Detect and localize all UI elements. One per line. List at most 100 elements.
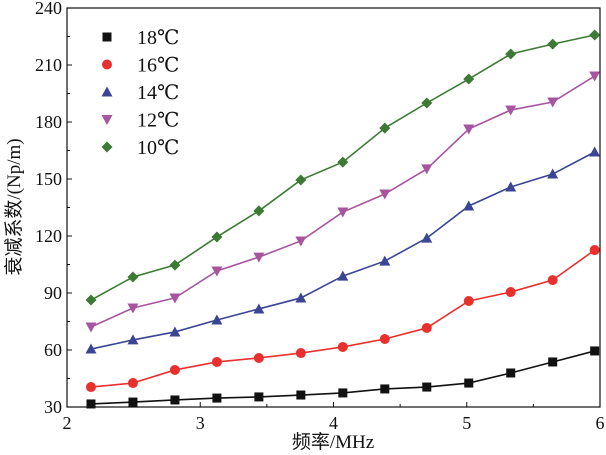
series-16℃ <box>85 245 600 393</box>
triangle-down-marker <box>589 71 601 82</box>
square-marker <box>380 384 390 394</box>
legend-label: 18℃ <box>137 27 179 49</box>
diamond-marker <box>337 156 349 168</box>
triangle-up-marker <box>211 314 223 325</box>
triangle-down-marker <box>85 322 97 333</box>
series-18℃ <box>86 346 600 409</box>
x-tick-label: 6 <box>596 413 605 433</box>
y-tick-label: 90 <box>44 283 62 303</box>
triangle-down-marker <box>295 236 307 247</box>
legend-item: 16℃ <box>102 55 179 77</box>
triangle-down-marker <box>379 189 391 200</box>
triangle-up-marker <box>295 292 307 303</box>
triangle-up-marker <box>127 334 139 345</box>
triangle-down-marker <box>211 266 223 277</box>
diamond-marker <box>101 141 113 153</box>
series-10℃ <box>85 29 601 306</box>
triangle-up-marker <box>101 86 113 97</box>
triangle-up-marker <box>85 343 97 354</box>
legend-label: 16℃ <box>137 55 179 77</box>
y-tick-label: 60 <box>44 340 62 360</box>
circle-marker <box>463 295 474 306</box>
triangle-up-marker <box>337 270 349 281</box>
series-14℃ <box>85 146 601 354</box>
diamond-marker <box>589 29 601 41</box>
circle-marker <box>253 352 264 363</box>
triangle-up-marker <box>547 168 559 179</box>
diamond-marker <box>211 231 223 243</box>
diamond-marker <box>85 294 97 306</box>
triangle-down-marker <box>253 252 265 263</box>
triangle-up-marker <box>169 326 181 337</box>
square-marker <box>590 346 600 356</box>
legend-label: 14℃ <box>137 82 179 104</box>
diamond-marker <box>547 38 559 50</box>
circle-marker <box>505 287 516 298</box>
y-tick-label: 210 <box>35 55 62 75</box>
square-marker <box>338 388 348 398</box>
circle-marker <box>379 333 390 344</box>
triangle-down-marker <box>421 164 433 175</box>
legend-item: 18℃ <box>102 27 179 49</box>
square-marker <box>296 390 306 400</box>
square-marker <box>548 357 558 367</box>
y-tick-label: 150 <box>35 169 62 189</box>
circle-marker <box>295 348 306 359</box>
x-axis-label: 频率/MHz <box>292 431 374 453</box>
triangle-up-marker <box>463 200 475 211</box>
triangle-up-marker <box>421 232 433 243</box>
square-marker <box>464 378 474 388</box>
y-axis-label: 衰减系数/(Np/m) <box>3 138 25 275</box>
y-tick-label: 180 <box>35 112 62 132</box>
diamond-marker <box>421 97 433 109</box>
circle-marker <box>211 356 222 367</box>
square-marker <box>102 32 112 42</box>
y-tick-label: 120 <box>35 226 62 246</box>
series-line <box>90 151 596 350</box>
x-tick-label: 3 <box>196 413 205 433</box>
circle-marker <box>589 245 600 256</box>
diamond-marker <box>463 73 475 85</box>
triangle-down-marker <box>547 97 559 108</box>
circle-marker <box>102 59 112 70</box>
circle-marker <box>127 378 138 389</box>
circle-marker <box>169 364 180 375</box>
square-marker <box>86 399 96 409</box>
square-marker <box>128 397 138 407</box>
triangle-down-marker <box>505 105 517 116</box>
triangle-up-marker <box>379 255 391 266</box>
diamond-marker <box>253 205 265 217</box>
square-marker <box>506 368 516 378</box>
triangle-up-marker <box>589 146 601 157</box>
circle-marker <box>337 341 348 352</box>
circle-marker <box>421 322 432 333</box>
legend-item: 14℃ <box>101 82 179 104</box>
triangle-up-marker <box>505 181 517 192</box>
diamond-marker <box>295 174 307 186</box>
series-12℃ <box>85 71 601 333</box>
triangle-up-marker <box>253 303 265 314</box>
legend-label: 10℃ <box>137 137 179 159</box>
diamond-marker <box>127 271 139 283</box>
legend-item: 12℃ <box>101 110 179 132</box>
x-tick-label: 4 <box>329 413 338 433</box>
square-marker <box>212 393 222 403</box>
square-marker <box>422 382 432 392</box>
square-marker <box>170 395 180 405</box>
circle-marker <box>547 275 558 286</box>
legend-label: 12℃ <box>137 110 179 132</box>
y-tick-label: 30 <box>44 397 62 417</box>
x-tick-label: 2 <box>63 413 72 433</box>
axes-layer: 2 3 4 5 6 30 60 90 120 150 180 210 240 <box>35 0 605 433</box>
legend: 18℃ 16℃ 14℃ 12℃ 10℃ <box>101 27 179 159</box>
square-marker <box>254 392 264 402</box>
triangle-down-marker <box>337 207 349 218</box>
triangle-down-marker <box>127 303 139 314</box>
triangle-down-marker <box>169 293 181 304</box>
diamond-marker <box>379 122 391 134</box>
series-layer <box>85 29 601 409</box>
triangle-down-marker <box>463 124 475 135</box>
y-tick-label: 240 <box>35 0 62 18</box>
triangle-down-marker <box>101 115 113 125</box>
